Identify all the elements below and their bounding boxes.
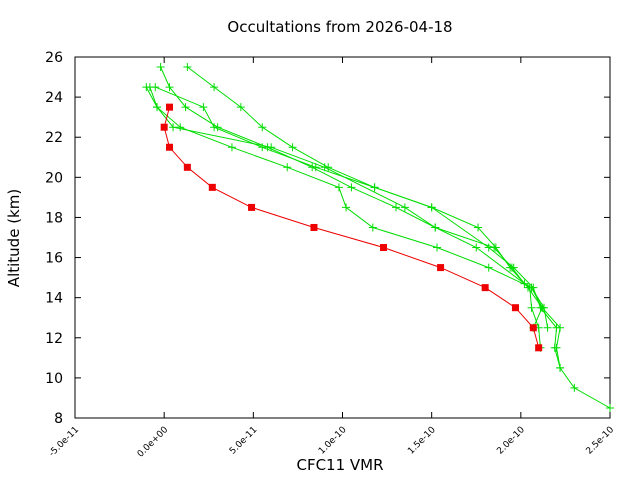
data-point — [481, 284, 489, 292]
data-point — [267, 143, 276, 152]
data-point — [227, 143, 236, 152]
data-point — [166, 103, 174, 111]
data-point — [550, 343, 559, 352]
y-axis-label: Altitude (km) — [5, 189, 23, 287]
y-tick-label: 16 — [45, 251, 63, 267]
data-point — [169, 123, 178, 132]
x-tick-label: 2.5e-10 — [585, 425, 617, 457]
data-point — [368, 223, 377, 232]
data-point — [347, 183, 356, 192]
y-tick-label: 8 — [54, 411, 63, 427]
data-point — [552, 323, 561, 332]
series-line — [160, 66, 611, 409]
data-point — [236, 103, 245, 112]
data-point — [474, 223, 483, 232]
data-point — [258, 123, 267, 132]
plot-area: -5.0e-11 0.0e+00 5.0e-11 1.0e-10 1.5e-10 2.0e… — [45, 50, 616, 460]
data-point — [248, 203, 256, 211]
series-line — [155, 86, 561, 369]
data-point — [288, 143, 297, 152]
data-point — [166, 143, 174, 151]
data-point — [427, 203, 436, 212]
data-point — [156, 63, 165, 72]
data-point — [183, 163, 191, 171]
data-point — [543, 323, 552, 332]
series-line — [145, 86, 541, 348]
y-tick-label: 20 — [45, 170, 63, 186]
data-point — [181, 103, 190, 112]
y-tick-label: 14 — [45, 291, 63, 307]
data-point — [400, 203, 409, 212]
data-point — [311, 163, 320, 172]
data-point — [142, 83, 151, 92]
data-point — [472, 243, 481, 252]
data-point — [529, 324, 537, 332]
data-point — [320, 163, 329, 172]
series-5 — [142, 83, 545, 352]
data-point — [484, 263, 493, 272]
plot-frame — [74, 56, 611, 419]
series-1 — [156, 63, 614, 412]
data-point — [484, 243, 493, 252]
data-point — [210, 123, 219, 132]
data-point — [433, 243, 442, 252]
data-point — [506, 263, 515, 272]
data-point — [437, 264, 445, 272]
data-point — [511, 304, 519, 312]
series-6 — [160, 103, 543, 352]
y-tick-label: 26 — [45, 50, 63, 66]
data-point — [556, 363, 565, 372]
data-point — [210, 83, 219, 92]
chart-title: Occultations from 2026-04-18 — [227, 18, 452, 36]
data-point — [535, 344, 543, 352]
y-tick-label: 10 — [45, 371, 63, 387]
data-point — [153, 103, 162, 112]
data-point — [527, 303, 536, 312]
x-tick-label: 1.0e-10 — [317, 425, 349, 457]
data-point — [334, 183, 343, 192]
data-point — [199, 103, 208, 112]
x-tick-label: 2.0e-10 — [495, 425, 527, 457]
x-tick-label: 5.0e-11 — [228, 425, 260, 457]
series-2 — [151, 83, 565, 372]
data-point — [370, 183, 379, 192]
data-point — [165, 83, 174, 92]
x-axis-label: CFC11 VMR — [296, 456, 383, 474]
y-tick-label: 22 — [45, 130, 63, 146]
data-point — [176, 123, 185, 132]
data-point — [183, 63, 192, 72]
x-tick-label: 0.0e+00 — [136, 425, 171, 460]
y-tick-label: 12 — [45, 331, 63, 347]
data-point — [160, 123, 168, 131]
data-point — [431, 223, 440, 232]
data-point — [525, 283, 534, 292]
data-point — [342, 203, 351, 212]
data-point — [392, 203, 400, 212]
data-point — [570, 383, 579, 392]
data-point — [310, 223, 318, 231]
data-point — [606, 403, 614, 412]
data-point — [380, 244, 388, 252]
y-tick-label: 24 — [45, 90, 63, 106]
data-point — [258, 143, 267, 152]
x-tick-label: -5.0e-11 — [47, 425, 81, 459]
data-point — [491, 243, 500, 252]
y-tick-label: 18 — [45, 210, 63, 226]
data-point — [208, 183, 216, 191]
data-point — [283, 163, 292, 172]
x-tick-label: 1.5e-10 — [406, 425, 438, 457]
data-point — [540, 303, 549, 312]
